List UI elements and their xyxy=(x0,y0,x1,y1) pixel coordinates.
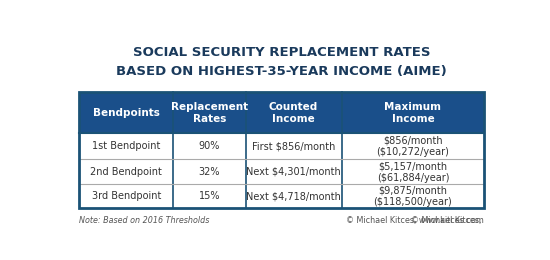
Text: 1st Bendpoint: 1st Bendpoint xyxy=(92,141,161,151)
Text: SOCIAL SECURITY REPLACEMENT RATES: SOCIAL SECURITY REPLACEMENT RATES xyxy=(133,46,431,59)
Text: 90%: 90% xyxy=(199,141,220,151)
Text: © Michael Kitces,: © Michael Kitces, xyxy=(411,216,485,225)
Text: BASED ON HIGHEST-35-YEAR INCOME (AIME): BASED ON HIGHEST-35-YEAR INCOME (AIME) xyxy=(117,65,447,78)
Text: 3rd Bendpoint: 3rd Bendpoint xyxy=(92,191,161,201)
Text: Counted
Income: Counted Income xyxy=(269,102,318,124)
Text: $5,157/month
($61,884/year): $5,157/month ($61,884/year) xyxy=(377,161,449,183)
Bar xyxy=(79,184,485,208)
Text: Note: Based on 2016 Thresholds: Note: Based on 2016 Thresholds xyxy=(79,216,210,225)
Text: © Michael Kitces, www.kitces.com: © Michael Kitces, www.kitces.com xyxy=(346,216,485,225)
Text: Next $4,718/month: Next $4,718/month xyxy=(246,191,341,201)
Bar xyxy=(79,133,485,159)
Text: 32%: 32% xyxy=(199,167,220,177)
Bar xyxy=(79,159,485,184)
Text: 15%: 15% xyxy=(199,191,220,201)
Text: Maximum
Income: Maximum Income xyxy=(384,102,442,124)
Text: Replacement
Rates: Replacement Rates xyxy=(171,102,248,124)
Text: Next $4,301/month: Next $4,301/month xyxy=(246,167,341,177)
Bar xyxy=(79,92,485,133)
Text: 2nd Bendpoint: 2nd Bendpoint xyxy=(90,167,162,177)
Text: Bendpoints: Bendpoints xyxy=(93,108,160,118)
Text: $856/month
($10,272/year): $856/month ($10,272/year) xyxy=(377,135,449,157)
Text: First $856/month: First $856/month xyxy=(252,141,336,151)
Bar xyxy=(79,92,485,208)
Text: $9,875/month
($118,500/year): $9,875/month ($118,500/year) xyxy=(373,186,452,207)
